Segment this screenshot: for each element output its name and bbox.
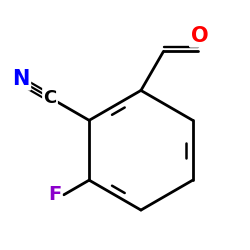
Text: F: F bbox=[48, 185, 61, 204]
Text: N: N bbox=[12, 69, 30, 89]
Text: C: C bbox=[44, 89, 57, 107]
Text: O: O bbox=[190, 26, 208, 46]
